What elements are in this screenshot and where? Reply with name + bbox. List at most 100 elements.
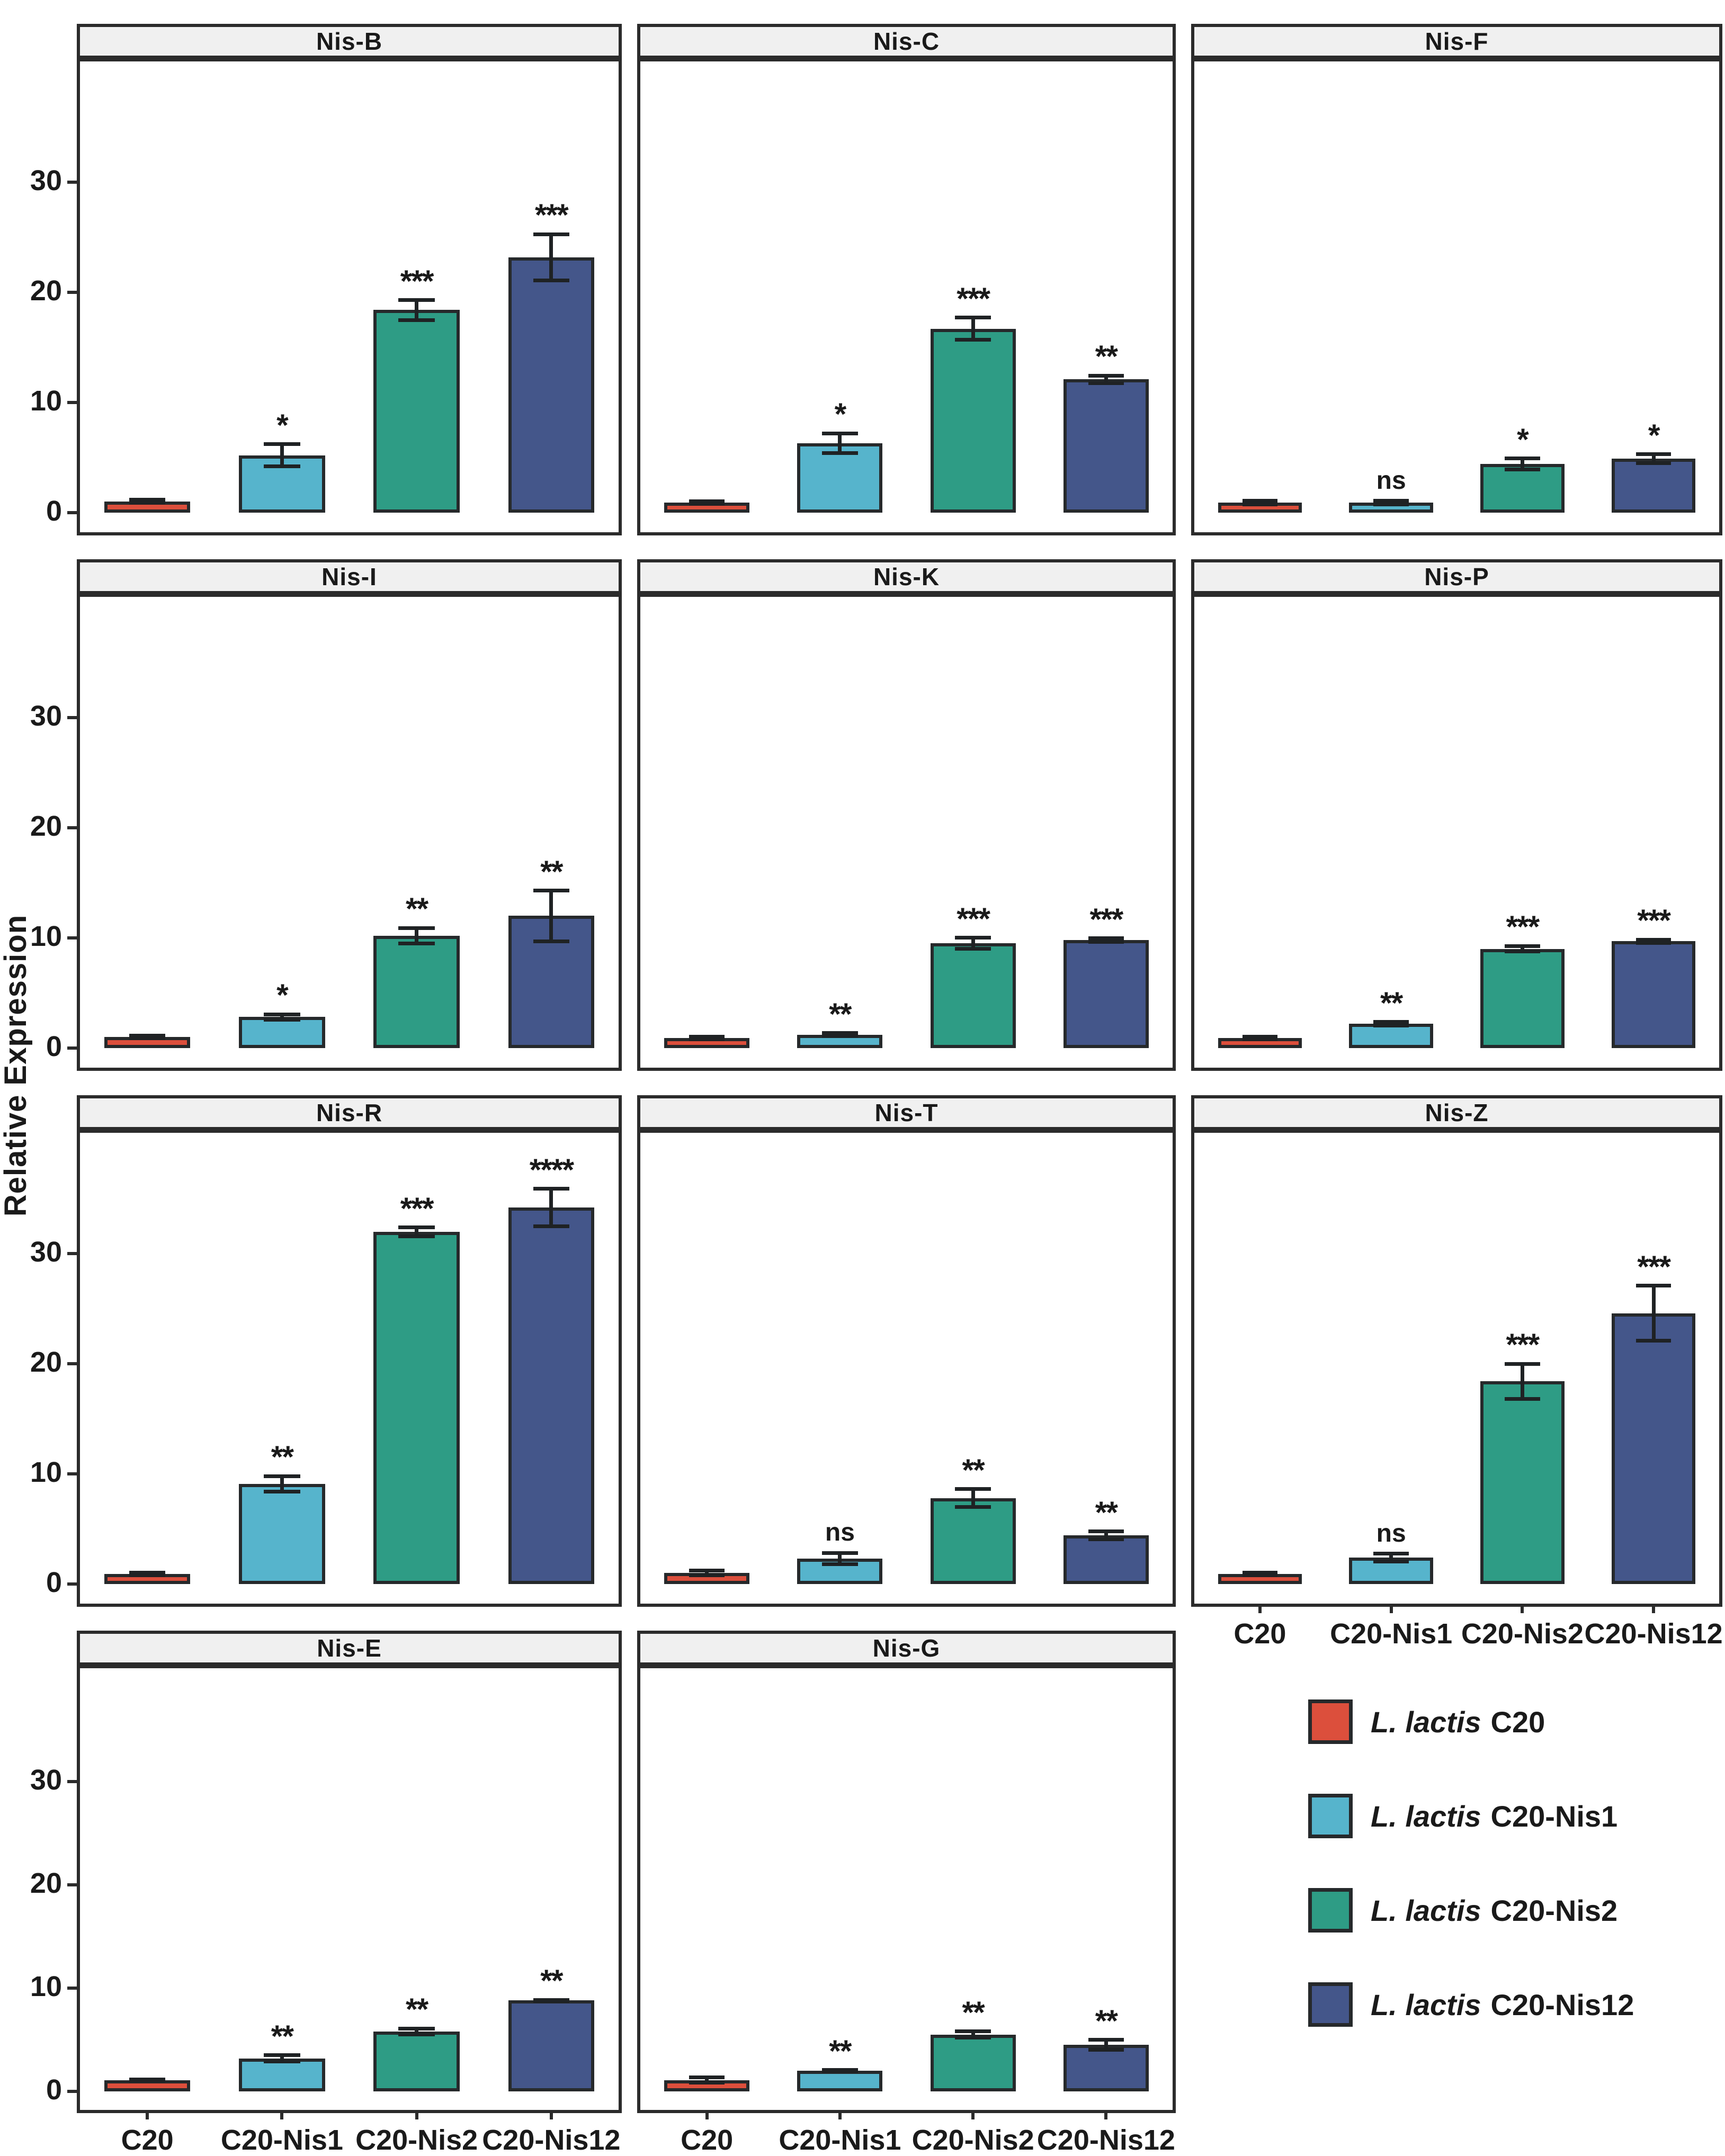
bar-c20-nis12	[508, 1207, 595, 1584]
error-bar-cap	[689, 1037, 725, 1041]
error-bar	[705, 1570, 709, 1575]
error-bar-cap	[398, 298, 435, 302]
error-bar-cap	[689, 1573, 725, 1577]
significance-label: **	[1095, 339, 1118, 374]
significance-label: ***	[957, 901, 990, 936]
error-bar-cap	[533, 889, 570, 893]
y-tick-label: 30	[30, 700, 62, 732]
facet-title: Nis-R	[316, 1099, 383, 1126]
significance-label: ***	[400, 264, 434, 299]
legend-swatch	[1308, 1982, 1353, 2027]
error-bar	[1520, 458, 1524, 470]
panel-nis-p: Nis-P ** *** ***	[1191, 559, 1722, 1071]
y-tick-mark	[67, 1883, 77, 1887]
panel-nis-g: Nis-G ** ** ** C20 C20-Nis1 C20-Nis2 C20-Nis12	[637, 1631, 1176, 2154]
error-bar	[1104, 375, 1108, 383]
bar-c20-nis12	[1063, 2045, 1149, 2091]
panel-nis-i: Nis-I * ** ** 0 10 20 30	[30, 559, 622, 1071]
y-tick-mark	[67, 1472, 77, 1475]
y-tick-label: 10	[30, 1456, 62, 1488]
significance-label: **	[962, 1995, 985, 2030]
bar-c20-nis1	[1349, 1023, 1433, 1048]
y-tick-mark	[67, 716, 77, 720]
significance-label: ****	[529, 1152, 574, 1187]
error-bar-cap	[1505, 950, 1540, 954]
legend-label: L. lactis C20	[1371, 1705, 1545, 1739]
error-bar-cap	[264, 1489, 300, 1493]
facet-title: Nis-F	[1425, 28, 1489, 55]
error-bar-cap	[822, 1562, 858, 1566]
error-bar-cap	[955, 2029, 991, 2034]
bar-c20-nis2	[373, 1231, 460, 1584]
significance-label: **	[540, 854, 563, 889]
facet-title: Nis-K	[873, 563, 940, 591]
error-bar-cap	[822, 1551, 858, 1555]
significance-label: **	[1380, 986, 1403, 1021]
y-tick-mark	[67, 400, 77, 404]
error-bar-cap	[955, 936, 991, 940]
error-bar	[1520, 1364, 1524, 1399]
legend-strain-name: C20-Nis1	[1490, 1799, 1618, 1833]
y-tick-mark	[67, 511, 77, 514]
error-bar-cap	[689, 2080, 725, 2085]
significance-label: **	[271, 2019, 294, 2054]
significance-label: **	[962, 1453, 985, 1488]
significance-label: ***	[535, 198, 569, 233]
significance-label: ***	[1637, 1249, 1671, 1284]
plot-area: ** ** ** C20 C20-Nis1 C20-Nis2 C20-Nis12	[637, 1666, 1176, 2154]
error-bar	[549, 890, 553, 942]
plot-area: * *** *** 0 10 20 30	[30, 59, 622, 535]
plot-area: * *** **	[637, 59, 1176, 535]
error-bar-cap	[398, 2033, 435, 2037]
error-bar-cap	[129, 2078, 166, 2082]
error-bar	[280, 1014, 284, 1020]
x-tick-mark	[1521, 1604, 1524, 1613]
error-bar-cap	[1505, 457, 1540, 461]
error-bar	[971, 937, 975, 949]
significance-label: ns	[1376, 1519, 1406, 1547]
error-bar-cap	[689, 502, 725, 506]
bar-c20-nis12	[1611, 1313, 1696, 1584]
legend-species-name: L. lactis	[1371, 1799, 1481, 1833]
bar-c20-nis2	[1480, 949, 1565, 1048]
legend-strain-name: C20-Nis2	[1490, 1893, 1618, 1927]
error-bar-cap	[1088, 1529, 1124, 1534]
y-tick-label: 0	[46, 495, 62, 527]
error-bar-cap	[1242, 499, 1278, 503]
significance-label: *	[1648, 418, 1660, 453]
plot-area: ns * *	[1191, 59, 1722, 535]
bar-c20-nis12	[1611, 458, 1696, 513]
facet-strip: Nis-R	[77, 1095, 622, 1130]
facet-title: Nis-P	[1424, 563, 1489, 591]
legend-strain-name: C20-Nis12	[1490, 1988, 1634, 2021]
error-bar-cap	[533, 1187, 570, 1191]
significance-label: **	[540, 1964, 563, 1999]
y-tick-mark	[67, 1362, 77, 1366]
bar-c20-nis2	[1480, 464, 1565, 513]
error-bar-cap	[264, 442, 300, 446]
legend-species-name: L. lactis	[1371, 1705, 1481, 1739]
y-tick-mark	[67, 936, 77, 940]
bar-c20-nis2	[373, 310, 460, 513]
error-bar-cap	[1373, 1559, 1409, 1563]
significance-label: ***	[957, 281, 990, 316]
significance-label: *	[834, 397, 847, 432]
error-bar	[415, 928, 419, 944]
error-bar-cap	[533, 939, 570, 943]
y-tick-label: 0	[46, 1030, 62, 1062]
error-bar	[971, 317, 975, 340]
x-tick-label: C20-Nis1	[779, 2124, 901, 2156]
y-tick-label: 0	[46, 2073, 62, 2106]
x-tick-label: C20-Nis12	[1036, 2124, 1175, 2156]
bar-c20-nis12	[1611, 941, 1696, 1048]
error-bar-cap	[1373, 499, 1409, 503]
significance-label: **	[829, 2034, 852, 2069]
error-bar-cap	[1635, 937, 1672, 942]
error-bar-cap	[129, 1036, 166, 1040]
significance-label: *	[276, 978, 289, 1013]
y-tick-label: 0	[46, 1566, 62, 1598]
error-bar-cap	[1088, 381, 1124, 386]
error-bar-cap	[129, 1573, 166, 1577]
x-tick-mark	[705, 2110, 709, 2119]
error-bar-cap	[129, 501, 166, 505]
